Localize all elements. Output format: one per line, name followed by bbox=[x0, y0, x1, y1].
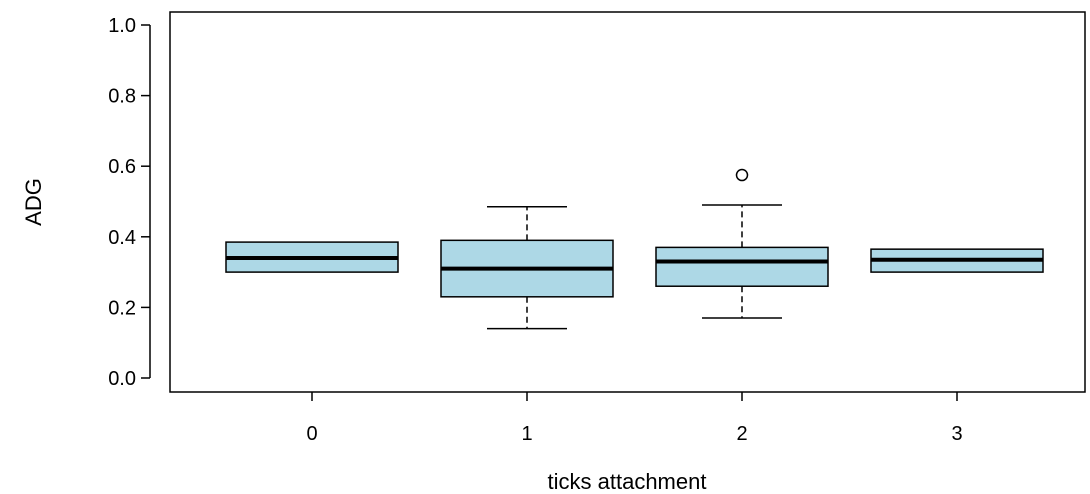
y-tick-label: 0.6 bbox=[108, 156, 136, 178]
box-iqr bbox=[655, 246, 829, 287]
y-tick-label: 1.0 bbox=[108, 15, 136, 37]
y-axis: 0.0 0.2 0.4 0.6 0.8 1.0 bbox=[108, 15, 151, 390]
box-group bbox=[655, 168, 829, 319]
y-tick-label: 0.0 bbox=[108, 368, 136, 390]
boxes bbox=[225, 168, 1044, 330]
x-tick-label: 0 bbox=[306, 423, 317, 445]
x-tick-label: 3 bbox=[951, 423, 962, 445]
plot-frame bbox=[169, 11, 1086, 393]
y-tick-label: 0.2 bbox=[108, 297, 136, 319]
x-tick-label: 2 bbox=[736, 423, 747, 445]
x-axis: 0 1 2 3 bbox=[306, 392, 963, 445]
x-tick-label: 1 bbox=[521, 423, 532, 445]
outlier-point bbox=[735, 168, 749, 182]
y-tick-label: 0.4 bbox=[108, 227, 136, 249]
x-axis-title: ticks attachment bbox=[548, 469, 707, 494]
box-group bbox=[870, 248, 1044, 273]
box-group bbox=[440, 206, 614, 330]
box-group bbox=[225, 241, 399, 273]
y-axis-title: ADG bbox=[21, 178, 46, 226]
y-tick-label: 0.8 bbox=[108, 86, 136, 108]
